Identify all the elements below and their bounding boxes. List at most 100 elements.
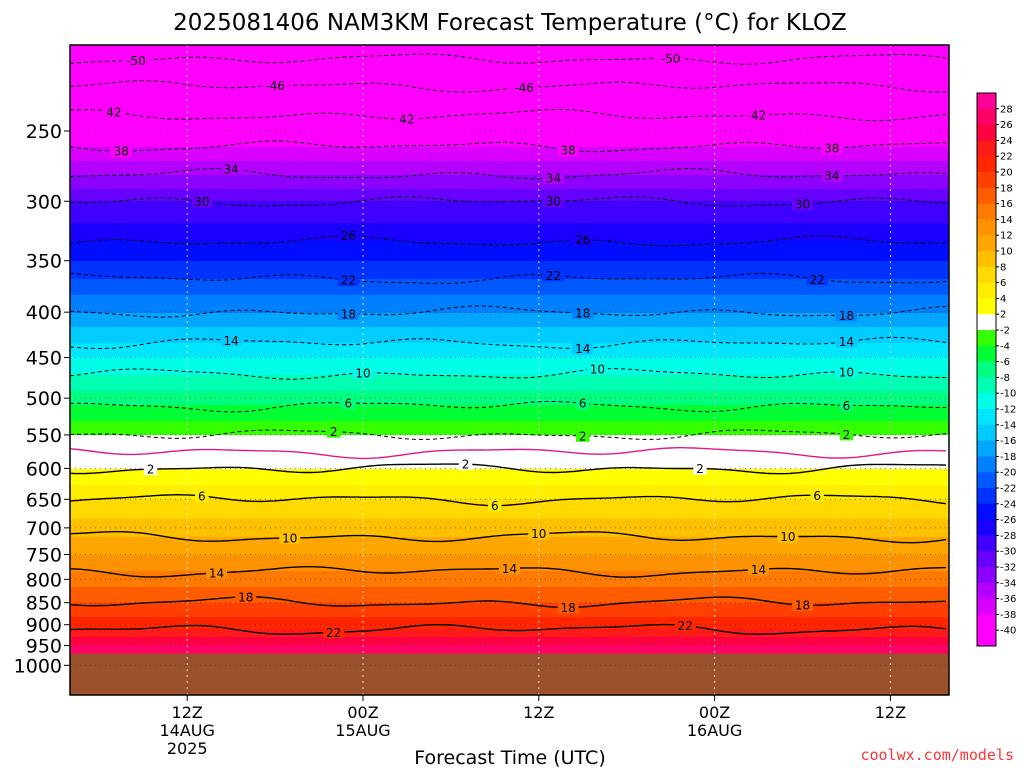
contour-label: 22: [326, 626, 341, 640]
temperature-band: [70, 65, 949, 68]
colorbar-label: -28: [1000, 531, 1016, 542]
colorbar-swatch: [977, 424, 996, 441]
contour-label: -50: [661, 52, 681, 66]
colorbar-label: 6: [1000, 278, 1006, 289]
temperature-band: [70, 307, 949, 310]
temperature-band: [70, 331, 949, 334]
temperature-fill: [70, 45, 949, 696]
isotherm-line: [69, 272, 947, 284]
temperature-band: [70, 609, 949, 612]
temperature-band: [70, 559, 949, 562]
temperature-band: [70, 499, 949, 502]
temperature-band: [70, 253, 949, 256]
temperature-band: [70, 501, 949, 504]
temperature-band: [70, 161, 949, 164]
temperature-band: [70, 205, 949, 208]
colorbar-swatch: [977, 503, 996, 520]
temperature-band: [70, 237, 949, 240]
contour-label: 38: [824, 142, 839, 156]
temperature-band: [70, 217, 949, 220]
temperature-band: [70, 61, 949, 64]
temperature-band: [70, 555, 949, 558]
contour-label: 22: [341, 274, 356, 288]
temperature-band: [70, 59, 949, 62]
temperature-band: [70, 265, 949, 268]
temperature-band: [70, 271, 949, 274]
temperature-band: [70, 619, 949, 622]
contour-label: 34: [824, 169, 839, 183]
colorbar-label: 24: [1000, 136, 1013, 147]
contour-label-bg: [810, 489, 824, 502]
temperature-band: [70, 651, 949, 654]
isotherm-line: [69, 531, 947, 544]
temperature-band: [70, 451, 949, 454]
y-tick-label: 550: [26, 425, 62, 447]
temperature-band: [70, 413, 949, 416]
temperature-band: [70, 211, 949, 214]
contour-label-bg: [542, 269, 564, 282]
isotherm-line: [69, 623, 947, 636]
temperature-band: [70, 637, 949, 640]
temperature-band: [70, 649, 949, 652]
temperature-band: [70, 461, 949, 464]
contour-label-bg: [326, 425, 341, 438]
temperature-band: [70, 135, 949, 138]
temperature-band: [70, 213, 949, 216]
temperature-band: [70, 137, 949, 140]
temperature-band: [70, 529, 949, 532]
temperature-band: [70, 277, 949, 280]
temperature-band: [70, 147, 949, 150]
contour-label: 6: [843, 399, 851, 413]
temperature-band: [70, 197, 949, 200]
colorbar-swatch: [977, 314, 996, 331]
x-tick-label: 12Z: [172, 703, 203, 722]
temperature-band: [70, 321, 949, 324]
temperature-band: [70, 345, 949, 348]
temperature-band: [70, 595, 949, 598]
temperature-band: [70, 241, 949, 244]
temperature-band: [70, 437, 949, 440]
temperature-band: [70, 227, 949, 230]
temperature-band: [70, 87, 949, 90]
temperature-band: [70, 379, 949, 382]
temperature-band: [70, 435, 949, 438]
temperature-band: [70, 325, 949, 328]
temperature-band: [70, 157, 949, 160]
contour-label: 18: [341, 307, 356, 321]
colorbar-label: -2: [1000, 326, 1010, 337]
contour-label: 10: [839, 365, 854, 379]
temperature-band: [70, 311, 949, 314]
temperature-band: [70, 103, 949, 106]
temperature-band: [70, 457, 949, 460]
colorbar-label: 14: [1000, 215, 1013, 226]
temperature-band: [70, 193, 949, 196]
temperature-band: [70, 73, 949, 76]
x-tick-label: 14AUG: [159, 721, 214, 740]
temperature-band: [70, 105, 949, 108]
temperature-band: [70, 293, 949, 296]
contour-label: 2: [147, 463, 155, 477]
temperature-band: [70, 605, 949, 608]
temperature-band: [70, 537, 949, 540]
x-tick-label: 2025: [167, 739, 208, 758]
temperature-band: [70, 129, 949, 132]
temperature-band: [70, 375, 949, 378]
colorbar-label: -32: [1000, 563, 1016, 574]
temperature-band: [70, 547, 949, 550]
temperature-band: [70, 509, 949, 512]
temperature-band: [70, 511, 949, 514]
temperature-band: [70, 305, 949, 308]
colorbar-label: -36: [1000, 594, 1016, 605]
temperature-band: [70, 123, 949, 126]
colorbar-label: 2: [1000, 310, 1006, 321]
colorbar-swatch: [977, 440, 996, 457]
temperature-band: [70, 165, 949, 168]
contour-label: 18: [560, 601, 575, 615]
temperature-band: [70, 591, 949, 594]
y-axis: 2503003504004505005506006507007508008509…: [14, 121, 70, 677]
temperature-band: [70, 101, 949, 104]
temperature-band: [70, 319, 949, 322]
colorbar-swatch: [977, 456, 996, 473]
colorbar-legend: 28 26 24 22 20 18 16 14 12 10 8 6 4 2 -2 -4 -6 -8 -10 -12 -1…: [976, 92, 1016, 647]
